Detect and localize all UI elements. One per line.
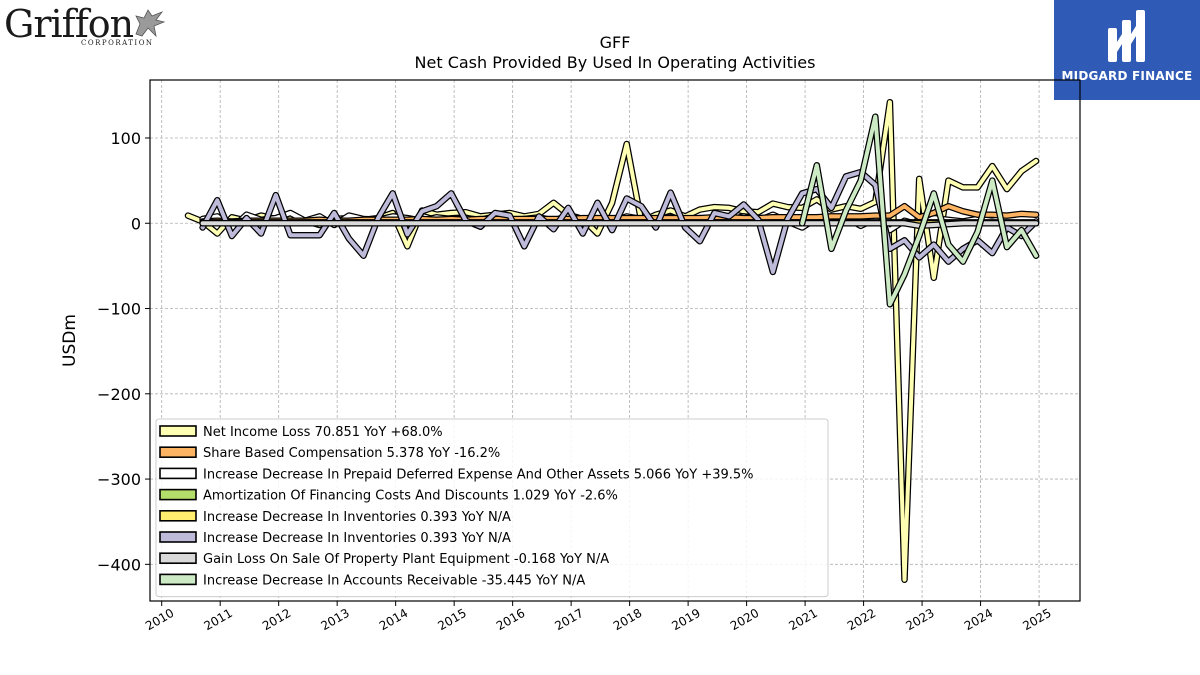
y-tick-label: 0: [131, 214, 141, 233]
legend-swatch: [159, 425, 197, 437]
x-tick-label: 2024: [962, 606, 995, 633]
legend-box: [155, 418, 829, 598]
x-tick-label: 2020: [728, 606, 761, 633]
legend-item: Increase Decrease In Inventories 0.393 Y…: [159, 509, 511, 525]
x-tick-label: 2017: [552, 606, 585, 633]
legend-swatch: [159, 467, 197, 480]
y-tick-label: −100: [97, 300, 141, 319]
midgard-mark-icon: [1108, 10, 1145, 62]
y-axis: 100 0 −100 −200 −300 −400: [97, 129, 150, 574]
x-tick-label: 2015: [435, 606, 468, 633]
legend-item: Increase Decrease In Inventories 0.393 Y…: [159, 531, 511, 546]
griffon-logo-subtitle: CORPORATION: [81, 39, 154, 47]
legend-item: Increase Decrease In Accounts Receivable…: [159, 573, 585, 588]
series-line: [200, 221, 1039, 228]
legend-swatch: [159, 488, 197, 501]
y-tick-label: 100: [110, 129, 141, 148]
legend-label: Share Based Compensation 5.378 YoY -16.2…: [203, 446, 500, 461]
legend-item: Gain Loss On Sale Of Property Plant Equi…: [159, 552, 609, 567]
legend-item: Increase Decrease In Prepaid Deferred Ex…: [159, 467, 754, 482]
x-axis: 2010 2011 2012 2013 2014 2015 2016 2017 2018 2019…: [143, 601, 1054, 633]
plot-frame: [149, 79, 1081, 602]
x-tick-label: 2010: [143, 606, 176, 633]
griffon-logo-wordmark: Griffon: [4, 2, 134, 46]
x-tick-label: 2022: [845, 606, 878, 633]
legend-swatch: [159, 531, 197, 543]
series-line: [800, 114, 1039, 307]
legend-item: Share Based Compensation 5.378 YoY -16.2…: [159, 446, 500, 461]
legend-label: Increase Decrease In Prepaid Deferred Ex…: [203, 467, 754, 482]
y-tick-label: −200: [97, 385, 141, 404]
legend-label: Amortization Of Financing Costs And Disc…: [203, 489, 618, 504]
legend-label: Increase Decrease In Inventories 0.393 Y…: [203, 531, 511, 546]
legend-label: Gain Loss On Sale Of Property Plant Equi…: [203, 552, 609, 567]
y-tick-label: −400: [97, 555, 141, 574]
legend-item: Amortization Of Financing Costs And Disc…: [159, 488, 618, 504]
x-tick-label: 2018: [611, 606, 644, 633]
x-tick-label: 2019: [669, 606, 702, 633]
x-tick-label: 2023: [903, 606, 936, 633]
x-tick-label: 2014: [377, 606, 410, 633]
legend-swatch: [159, 573, 197, 586]
legend-label: Net Income Loss 70.851 YoY +68.0%: [203, 425, 443, 440]
legend: Net Income Loss 70.851 YoY +68.0% Share B…: [155, 418, 829, 598]
legend-swatch: [159, 446, 197, 459]
midgard-finance-logo: MIDGARD FINANCE: [1054, 0, 1200, 100]
x-tick-label: 2021: [786, 606, 819, 633]
griffon-logo: Griffon CORPORATION: [4, 2, 174, 50]
x-tick-label: 2013: [318, 606, 351, 633]
legend-swatch: [159, 509, 197, 522]
y-axis-label: USDm: [60, 314, 80, 367]
x-tick-label: 2012: [260, 606, 293, 633]
x-tick-label: 2025: [1020, 606, 1053, 633]
legend-swatch: [159, 552, 197, 565]
legend-label: Increase Decrease In Inventories 0.393 Y…: [203, 510, 511, 525]
chart-title: GFF: [600, 33, 631, 52]
midgard-finance-name: MIDGARD FINANCE: [1061, 69, 1193, 83]
y-tick-label: −300: [97, 470, 141, 489]
chart-subtitle: Net Cash Provided By Used In Operating A…: [415, 53, 816, 72]
legend-item: Net Income Loss 70.851 YoY +68.0%: [159, 425, 443, 440]
x-tick-label: 2016: [494, 606, 527, 633]
x-tick-label: 2011: [201, 606, 234, 633]
series-group: [184, 98, 1040, 583]
legend-label: Increase Decrease In Accounts Receivable…: [203, 573, 585, 588]
griffin-icon: [135, 9, 166, 38]
